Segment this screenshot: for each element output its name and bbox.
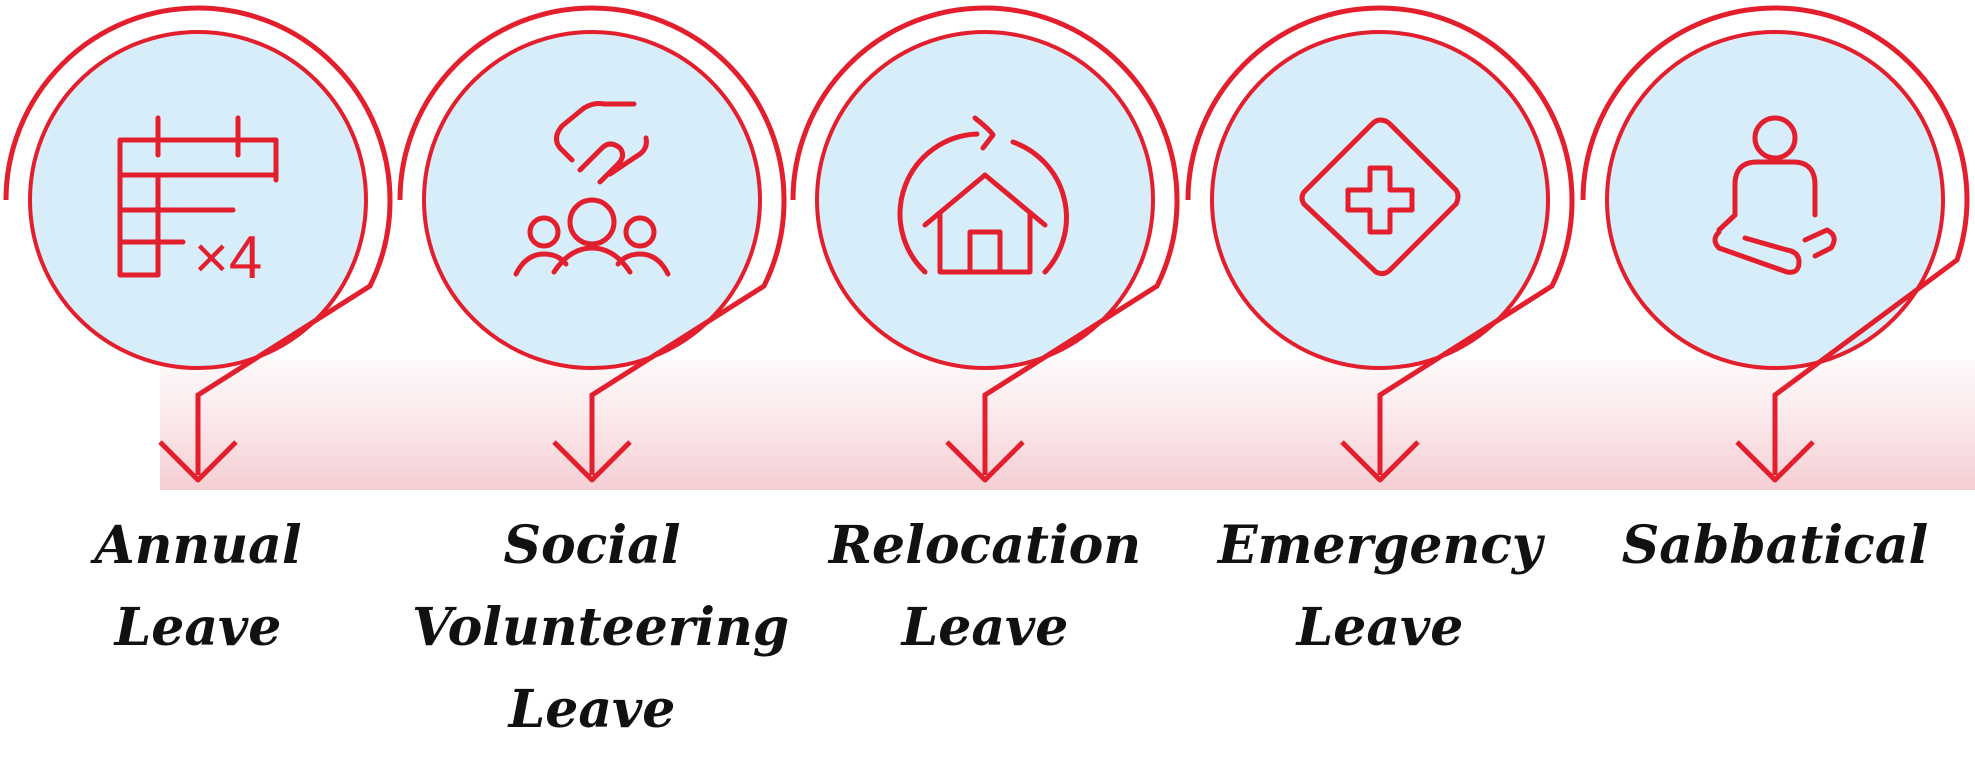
label-social-volunteering-leave: Social Volunteering Leave [412,515,790,740]
outer-ring [397,5,787,201]
connector-line [1772,199,1970,475]
connector-line [195,199,393,475]
step-emergency-leave [1185,5,1575,483]
connector-line [982,199,1180,475]
sabbatical-meditation-icon [1712,115,1837,275]
outer-ring [790,5,1180,201]
step-circle [815,30,1155,370]
label-sabbatical: Sabbatical [1621,515,1929,576]
outer-ring [1185,5,1575,201]
volunteer-hands-people-icon [513,101,671,277]
label-annual-leave: Annual Leave [94,515,302,658]
medical-cross-diamond-icon [1299,117,1461,277]
step-sabbatical [1580,5,1970,483]
connector-line [1377,199,1575,475]
step-circle [1210,30,1550,370]
down-arrow-icon [158,440,238,483]
background-band [160,360,1975,490]
step-circle [28,30,368,370]
label-emergency-leave: Emergency Leave [1217,515,1543,658]
calendar-x4-icon [117,115,279,278]
down-arrow-icon [945,440,1025,483]
connector-line [589,199,787,475]
down-arrow-icon [1735,440,1815,483]
outer-ring [3,5,393,201]
step-circle [1605,30,1945,370]
outer-ring [1580,5,1970,201]
calendar-multiplier: ×4 [194,224,262,291]
down-arrow-icon [1340,440,1420,483]
down-arrow-icon [552,440,632,483]
label-relocation-leave: Relocation Leave [828,515,1142,658]
step-social-volunteering-leave [397,5,787,483]
step-annual-leave: ×4 [3,5,393,483]
relocation-house-icon [897,115,1069,275]
step-relocation-leave [790,5,1180,483]
